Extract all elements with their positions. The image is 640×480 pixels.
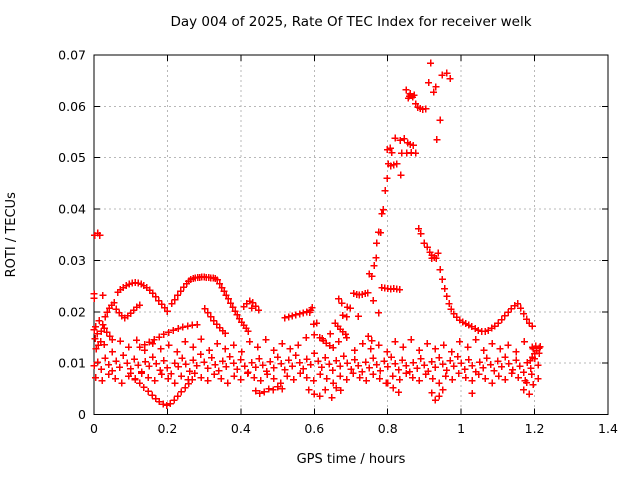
x-tick-label: 1	[457, 421, 465, 436]
x-tick-label: 1.2	[525, 421, 545, 436]
x-tick-label: 0.4	[231, 421, 251, 436]
axis-labels: Day 004 of 2025, Rate Of TEC Index for r…	[4, 14, 618, 467]
y-tick-label: 0.02	[58, 304, 86, 319]
data-points	[90, 59, 544, 409]
y-tick-label: 0.06	[58, 99, 86, 114]
y-tick-label: 0.05	[58, 150, 86, 165]
y-axis-label: ROTI / TECUs	[4, 192, 19, 277]
x-tick-label: 1.4	[598, 421, 618, 436]
y-tick-label: 0.04	[58, 202, 86, 217]
x-tick-label: 0.8	[378, 421, 398, 436]
y-tick-label: 0.03	[58, 253, 86, 268]
data-points-layer	[90, 59, 544, 409]
x-tick-label: 0	[90, 421, 98, 436]
y-tick-label: 0.01	[58, 356, 86, 371]
grid-lines	[94, 55, 608, 415]
chart-title: Day 004 of 2025, Rate Of TEC Index for r…	[170, 14, 531, 30]
axis-ticks	[93, 54, 609, 415]
x-tick-label: 0.6	[304, 421, 324, 436]
y-tick-label: 0.07	[58, 48, 86, 63]
x-tick-label: 0.2	[157, 421, 177, 436]
x-axis-label: GPS time / hours	[297, 452, 406, 467]
y-tick-label: 0	[78, 407, 86, 422]
